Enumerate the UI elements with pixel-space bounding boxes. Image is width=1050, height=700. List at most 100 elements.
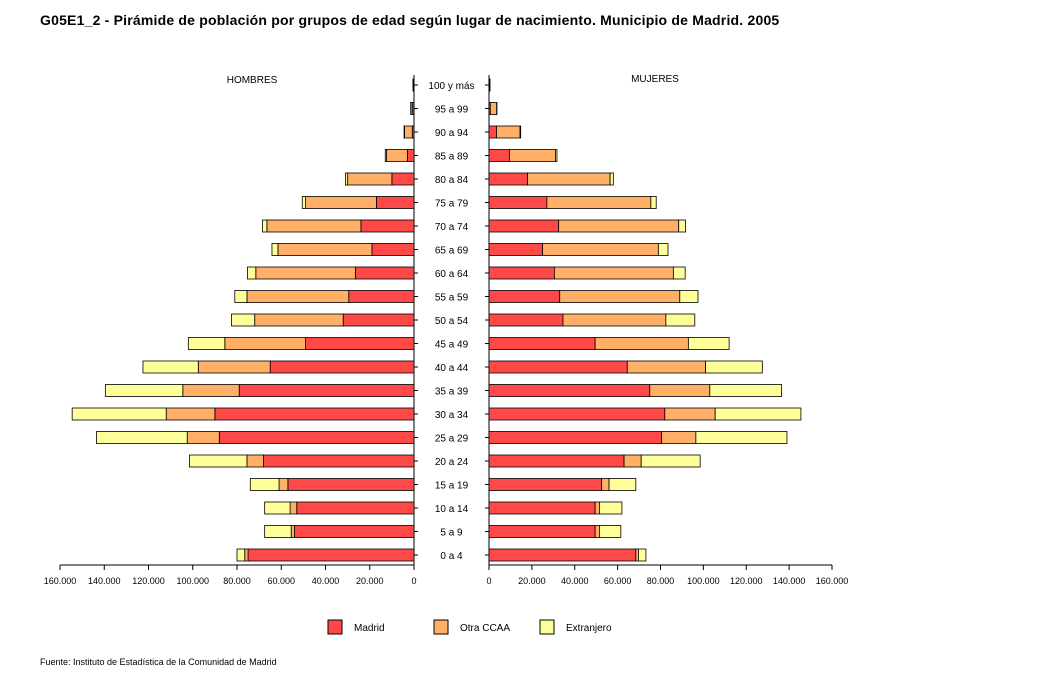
bar-hombres-madrid	[406, 149, 415, 162]
bar-hombres-otra-ccaa	[244, 548, 249, 562]
bar-mujeres-madrid	[488, 196, 548, 209]
bar-mujeres-madrid	[488, 125, 497, 139]
bar-hombres-otra-ccaa	[182, 384, 240, 397]
right-x-tick-label: 140.000	[773, 576, 806, 586]
bar-hombres-extranjero	[301, 196, 306, 209]
bar-hombres-extranjero	[187, 337, 226, 350]
bar-mujeres-otra-ccaa	[558, 219, 680, 233]
bar-hombres-otra-ccaa	[246, 290, 350, 303]
left-x-tick-label: 160.000	[44, 576, 77, 586]
bar-hombres-otra-ccaa	[254, 313, 344, 327]
bar-hombres-otra-ccaa	[266, 219, 362, 233]
bar-hombres-madrid	[391, 172, 415, 186]
bar-hombres-extranjero	[96, 431, 188, 444]
right-x-tick-label: 0	[486, 576, 491, 586]
legend-label-extranjero: Extranjero	[566, 623, 612, 634]
bar-hombres-madrid	[342, 313, 415, 327]
bar-hombres-madrid	[375, 196, 415, 209]
bar-hombres-extranjero	[384, 149, 387, 162]
bar-mujeres-madrid	[488, 548, 637, 562]
right-x-tick-label: 60.000	[604, 576, 632, 586]
bar-mujeres-extranjero	[678, 219, 686, 233]
bar-mujeres-extranjero	[519, 125, 522, 139]
bar-mujeres-extranjero	[640, 454, 701, 468]
age-group-label: 90 a 94	[435, 128, 469, 139]
left-x-tick-label: 120.000	[132, 576, 165, 586]
bar-mujeres-madrid	[488, 313, 564, 327]
bar-hombres-otra-ccaa	[255, 266, 356, 280]
bar-mujeres-madrid	[488, 478, 602, 491]
bar-hombres-extranjero	[236, 548, 246, 562]
bar-mujeres-extranjero	[599, 525, 622, 538]
bar-hombres-madrid	[269, 360, 415, 374]
bar-hombres-madrid	[371, 243, 415, 256]
bar-hombres-extranjero	[234, 290, 248, 303]
source-note: Fuente: Instituto de Estadística de la C…	[40, 657, 277, 667]
bar-mujeres-extranjero	[665, 313, 696, 327]
bar-hombres-otra-ccaa	[246, 454, 264, 468]
bar-hombres-extranjero	[262, 219, 268, 233]
bar-hombres-otra-ccaa	[385, 149, 408, 162]
mujeres-label: MUJERES	[631, 74, 679, 85]
bar-hombres-otra-ccaa	[347, 172, 393, 186]
bar-mujeres-madrid	[488, 360, 628, 374]
age-group-labels: 100 y más 95 a 99 90 a 94 85 a 89 80 a 84 75 …	[414, 81, 489, 562]
bar-mujeres-otra-ccaa	[546, 196, 652, 209]
bar-mujeres-madrid	[488, 407, 666, 421]
bar-hombres-madrid	[263, 454, 415, 468]
bar-mujeres-extranjero	[650, 196, 657, 209]
bar-hombres-extranjero	[104, 384, 184, 397]
bar-mujeres-madrid	[488, 266, 555, 280]
bar-hombres-extranjero	[264, 501, 291, 515]
legend-label-madrid: Madrid	[354, 623, 385, 634]
age-group-label: 40 a 44	[435, 363, 469, 374]
bar-hombres-otra-ccaa	[305, 196, 377, 209]
right-x-tick-label: 160.000	[816, 576, 849, 586]
bar-mujeres-extranjero	[657, 243, 669, 256]
bar-mujeres-madrid	[488, 243, 543, 256]
bar-mujeres-madrid	[488, 525, 596, 538]
bar-hombres-otra-ccaa	[197, 360, 271, 374]
left-x-tick-label: 60.000	[267, 576, 295, 586]
bar-hombres-extranjero	[231, 313, 256, 327]
bar-mujeres-otra-ccaa	[594, 525, 600, 538]
age-group-label: 35 a 39	[435, 387, 469, 398]
bar-mujeres-otra-ccaa	[508, 149, 556, 162]
bar-hombres-madrid	[360, 219, 415, 233]
bar-hombres-extranjero	[345, 172, 349, 186]
legend-swatch-madrid	[327, 619, 343, 635]
left-x-tick-label: 20.000	[356, 576, 384, 586]
left-x-tick-label: 100.000	[176, 576, 209, 586]
age-group-label: 25 a 29	[435, 434, 469, 445]
bar-mujeres-madrid	[488, 172, 528, 186]
age-group-label: 50 a 54	[435, 316, 469, 327]
bar-mujeres-madrid	[488, 501, 596, 515]
bar-mujeres-extranjero	[695, 431, 788, 444]
bar-hombres-extranjero	[271, 243, 279, 256]
bar-hombres-otra-ccaa	[186, 431, 220, 444]
bar-hombres-otra-ccaa	[278, 478, 289, 491]
age-group-label: 100 y más	[428, 81, 474, 92]
bar-mujeres-extranjero	[608, 478, 637, 491]
bar-hombres-otra-ccaa	[289, 501, 298, 515]
legend: Madrid Otra CCAA Extranjero	[327, 619, 612, 635]
right-x-tick-label: 120.000	[730, 576, 763, 586]
bar-hombres-otra-ccaa	[165, 407, 216, 421]
bar-mujeres-otra-ccaa	[623, 454, 642, 468]
bar-hombres-extranjero	[71, 407, 167, 421]
bar-mujeres-extranjero	[609, 172, 614, 186]
age-group-label: 20 a 24	[435, 457, 469, 468]
bar-mujeres-otra-ccaa	[626, 360, 706, 374]
bar-mujeres-madrid	[488, 454, 625, 468]
bar-mujeres-extranjero	[687, 337, 730, 350]
bar-hombres-madrid	[238, 384, 415, 397]
legend-swatch-otra-ccaa	[433, 619, 449, 635]
age-group-label: 5 a 9	[440, 528, 463, 539]
bar-mujeres-madrid	[488, 219, 560, 233]
left-x-tick-label: 80.000	[223, 576, 251, 586]
bar-mujeres-extranjero	[709, 384, 783, 397]
bar-hombres-madrid	[287, 478, 415, 491]
bar-mujeres-otra-ccaa	[661, 431, 697, 444]
age-group-label: 65 a 69	[435, 246, 469, 257]
bar-hombres-madrid	[247, 548, 415, 562]
